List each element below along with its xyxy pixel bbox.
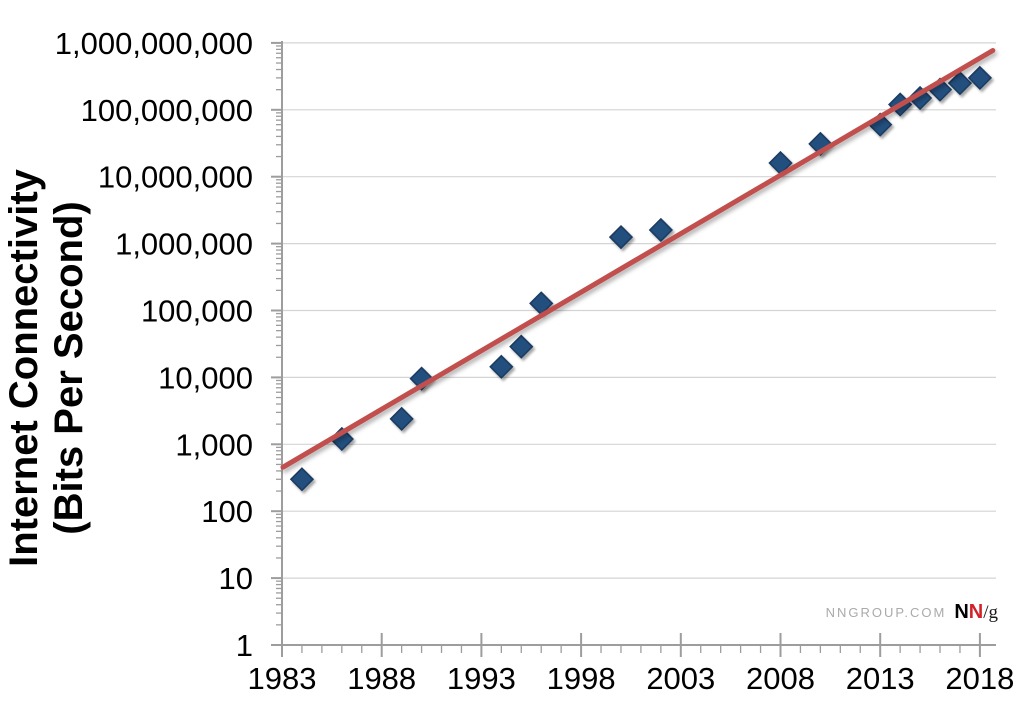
nngroup-site-text: NNGROUP.COM: [825, 604, 947, 620]
branding: NNGROUP.COM N N /g: [820, 598, 998, 626]
data-point: [947, 71, 973, 96]
x-tick-label: 1983: [248, 661, 317, 696]
data-point: [648, 217, 673, 243]
x-tick-label: 1988: [347, 661, 416, 696]
nng-logo-n2: N: [968, 600, 984, 623]
y-tick-label: 1,000,000: [115, 227, 253, 262]
data-point: [389, 406, 414, 431]
data-point: [808, 131, 833, 156]
data-point: [289, 467, 315, 492]
y-tick-label: 1: [236, 628, 253, 663]
y-tick-label: 100: [201, 494, 253, 529]
y-tick-label: 10,000,000: [98, 160, 253, 195]
y-tick-label: 10: [219, 561, 253, 596]
y-axis-title: Internet Connectivity (Bits Per Second): [2, 68, 102, 668]
y-tick-label: 10,000: [158, 360, 253, 395]
y-tick-label: 100,000,000: [81, 93, 253, 128]
data-point: [967, 65, 993, 91]
x-tick-label: 2013: [846, 661, 915, 696]
data-point: [489, 354, 514, 379]
x-tick-label: 2018: [945, 661, 1014, 696]
data-point: [608, 224, 634, 250]
data-point: [509, 334, 534, 359]
y-tick-label: 100,000: [141, 294, 253, 329]
y-axis-title-line1: Internet Connectivity: [2, 169, 46, 567]
x-tick-label: 2008: [746, 661, 815, 696]
y-tick-label: 1,000,000,000: [55, 26, 253, 61]
x-tick-label: 1998: [547, 661, 616, 696]
y-tick-label: 1,000: [175, 427, 253, 462]
y-axis-title-line2: (Bits Per Second): [46, 201, 91, 535]
nng-logo: N N /g: [954, 601, 998, 624]
x-tick-label: 2003: [646, 661, 715, 696]
x-tick-label: 1993: [447, 661, 516, 696]
data-point: [907, 85, 933, 111]
trend-line: [280, 47, 996, 470]
nng-logo-n1: N: [954, 600, 969, 623]
nng-logo-slash-g: /g: [983, 601, 998, 623]
